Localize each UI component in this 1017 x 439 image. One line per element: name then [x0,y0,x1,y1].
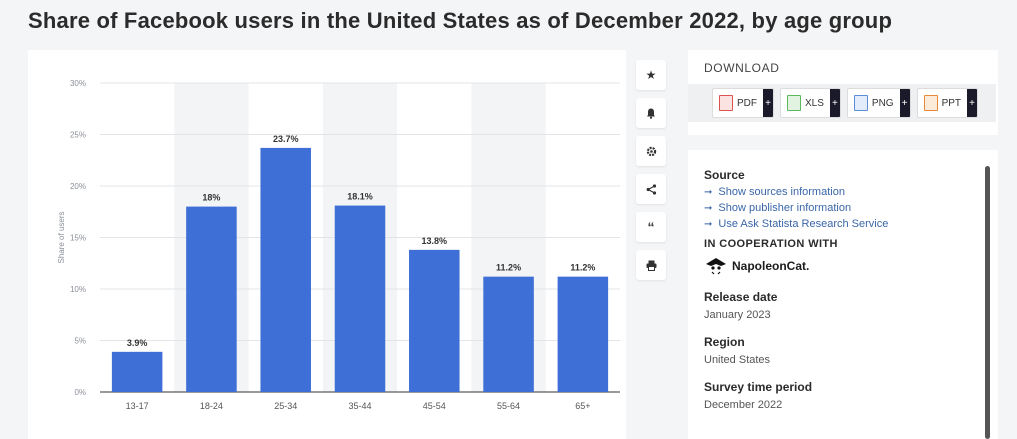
download-label: DOWNLOAD [704,61,780,75]
bar [409,249,460,392]
x-tick-label: 35-44 [348,401,371,411]
cite-button[interactable]: “ [636,212,666,242]
bar [186,206,237,392]
quote-icon: “ [647,219,655,235]
bar [111,351,163,392]
bar-value-label: 11.2% [496,263,521,273]
bar [557,276,609,392]
print-icon [646,260,656,271]
ppt-plus-icon[interactable]: + [967,89,978,117]
bell-icon [647,108,655,119]
show-publisher-link[interactable]: ➞ Show publisher information [704,202,852,214]
download-pdf-button[interactable]: PDF + [712,88,774,118]
print-button[interactable] [636,250,666,280]
notification-button[interactable] [636,98,666,128]
bar-value-label: 3.9% [127,338,148,348]
xls-file-icon [787,95,801,111]
download-xls-button[interactable]: XLS + [780,88,841,118]
bar [334,205,386,392]
partner-name: NapoleonCat. [732,259,810,273]
region-value: United States [704,354,771,366]
y-tick-label: 15% [70,234,86,243]
survey-period-label: Survey time period [704,380,813,394]
settings-button[interactable] [636,136,666,166]
source-heading: Source [704,168,745,182]
chart-actions: ★ “ [636,60,670,288]
bar-value-label: 18.1% [347,192,373,202]
cooperation-heading: IN COOPERATION WITH [704,238,838,250]
x-tick-label: 18-24 [200,401,223,411]
star-icon: ★ [645,68,657,82]
bar-value-label: 11.2% [570,263,595,273]
pdf-label: PDF [737,97,757,109]
chart-card: 0% 5% 10% 15% 20% 25% 30% Share of users 3.9% 13-… [28,50,626,439]
bar [483,276,534,392]
survey-period-value: December 2022 [704,399,783,411]
png-plus-icon[interactable]: + [899,89,910,117]
page-title: Share of Facebook users in the United St… [28,8,893,33]
download-buttons: PDF + XLS + PNG + PPT + [688,84,996,122]
bar-value-label: 18% [202,193,220,203]
napoleoncat-logo-icon [706,258,726,275]
share-button[interactable] [636,174,666,204]
png-file-icon [853,95,868,111]
y-axis-title: Share of users [57,211,66,263]
x-tick-label: 25-34 [274,401,297,411]
release-date-label: Release date [704,290,778,304]
bar-chart: 0% 5% 10% 15% 20% 25% 30% Share of users 3.9% 13-… [57,79,620,411]
bar-value-label: 13.8% [422,236,448,246]
x-tick-label: 65+ [575,401,590,411]
partner-logo: NapoleonCat. [704,256,982,276]
show-sources-link[interactable]: ➞ Show sources information [704,186,845,198]
x-tick-label: 13-17 [126,401,149,411]
xls-plus-icon[interactable]: + [829,89,840,117]
source-panel: Source ➞ Show sources information ➞ Show… [688,150,998,439]
y-tick-label: 25% [70,131,86,140]
bar [260,147,311,392]
y-tick-label: 5% [74,337,86,346]
ask-statista-link[interactable]: ➞ Use Ask Statista Research Service [704,218,889,230]
x-tick-label: 55-64 [497,401,520,411]
download-ppt-button[interactable]: PPT + [916,88,979,118]
xls-label: XLS [805,97,824,109]
bar-value-label: 23.7% [273,134,299,144]
y-tick-label: 0% [74,388,86,397]
source-scrollbar[interactable] [985,166,990,439]
share-icon [646,183,656,195]
arrow-right-icon: ➞ [704,218,713,230]
ppt-label: PPT [941,97,962,109]
arrow-right-icon: ➞ [704,202,713,214]
region-label: Region [704,335,745,349]
pdf-plus-icon[interactable]: + [763,89,773,117]
release-date-value: January 2023 [704,309,771,321]
download-png-button[interactable]: PNG + [846,88,911,118]
y-tick-label: 10% [70,285,86,294]
png-label: PNG [871,97,894,109]
gear-icon [646,146,656,156]
ppt-file-icon [923,95,938,111]
y-tick-label: 30% [70,79,86,88]
x-tick-label: 45-54 [423,401,446,411]
download-panel: DOWNLOAD PDF + XLS + PNG + [688,50,998,135]
pdf-file-icon [719,95,733,111]
favorite-button[interactable]: ★ [636,60,666,90]
arrow-right-icon: ➞ [704,186,713,198]
y-tick-label: 20% [70,182,86,191]
